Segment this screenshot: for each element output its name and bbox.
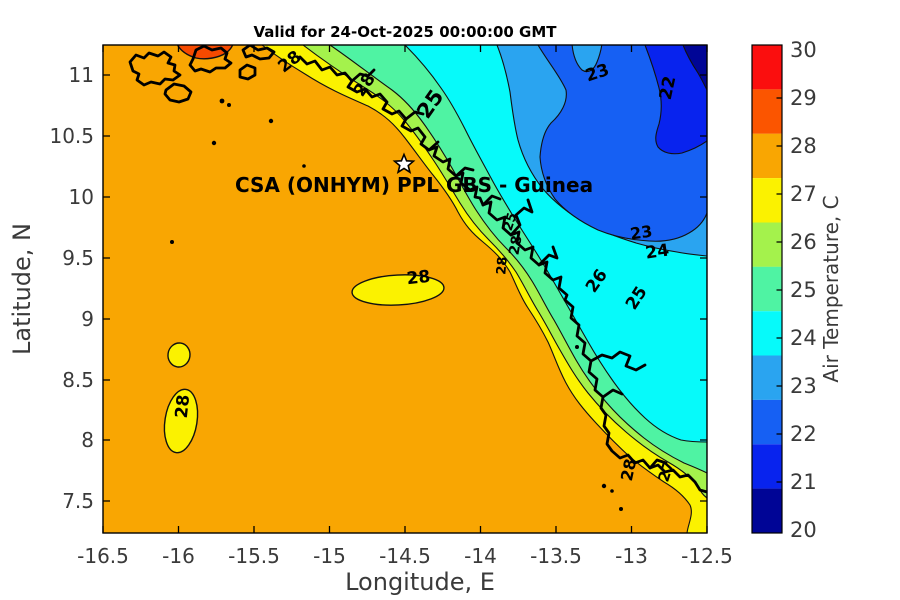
coastline-estuary xyxy=(509,198,534,237)
colorbar-band xyxy=(752,178,782,223)
colorbar-tick-label: 20 xyxy=(790,518,817,542)
region-22-23C-notch xyxy=(571,45,603,73)
contour-label: 23 xyxy=(629,222,654,244)
colorbar-band xyxy=(752,45,782,90)
colorbar-tick-labels: 30 29 28 27 26 25 24 23 22 21 20 xyxy=(790,38,817,542)
figure-title: Valid for 24-Oct-2025 00:00:00 GMT xyxy=(253,23,557,41)
colorbar-tick-marks xyxy=(776,97,782,483)
x-tick-label: -13 xyxy=(615,544,648,568)
colorbar-axis-label: Air Temperature, C xyxy=(819,195,843,382)
island xyxy=(241,45,276,61)
coastline-estuary xyxy=(589,350,647,372)
y-tick-label: 7.5 xyxy=(62,489,94,513)
colorbar-band xyxy=(752,488,782,533)
coastline-estuary xyxy=(537,245,559,267)
colorbar-tick-label: 30 xyxy=(790,38,817,62)
colorbar-band xyxy=(752,355,782,400)
y-tick-label: 9 xyxy=(81,307,94,331)
y-tick-label: 8 xyxy=(81,428,94,452)
x-tick-label: -13.5 xyxy=(530,544,582,568)
colorbar-tick-label: 25 xyxy=(790,278,817,302)
colorbar-tick-label: 22 xyxy=(790,422,817,446)
coastline-estuary xyxy=(481,194,502,207)
x-axis-label: Longitude, E xyxy=(345,568,495,596)
y-tick-label: 10.5 xyxy=(49,124,94,148)
coastline-estuary xyxy=(427,140,440,152)
x-tick-label: -15.5 xyxy=(228,544,280,568)
y-tick-label: 10 xyxy=(69,185,94,209)
colorbar-tick-label: 28 xyxy=(790,134,817,158)
warm-patch-28C-west-bean xyxy=(163,388,199,454)
colorbar-tick-label: 27 xyxy=(790,182,817,206)
y-tick-label: 8.5 xyxy=(62,368,94,392)
contour-label: 25 xyxy=(501,211,521,233)
colorbar-tick-label: 23 xyxy=(790,374,817,398)
coastline-estuary xyxy=(404,110,425,121)
x-tick-label: -15 xyxy=(313,544,346,568)
map-annotation: CSA (ONHYM) PPL GBS - Guinea xyxy=(235,173,593,197)
colorbar-tick-label: 21 xyxy=(790,470,817,494)
contour-label: 28 xyxy=(617,457,640,483)
island xyxy=(128,50,182,87)
contour-label: 28 xyxy=(506,234,525,256)
region-below-20C xyxy=(682,45,707,91)
contour-label: 27 xyxy=(654,459,678,484)
y-tick-label: 9.5 xyxy=(62,246,94,270)
colorbar-band xyxy=(752,399,782,445)
y-axis-label: Latitude, N xyxy=(8,223,36,355)
x-tick-label: -16 xyxy=(162,544,195,568)
colorbar-tick-label: 24 xyxy=(790,326,817,350)
location-star-marker xyxy=(392,152,416,174)
y-axis-tick-labels: 11 10.5 10 9.5 9 8.5 8 7.5 xyxy=(49,63,94,513)
colorbar-band xyxy=(752,222,782,267)
coastline-estuary xyxy=(454,166,475,178)
colorbar-tick-label: 26 xyxy=(790,230,817,254)
contour-label: 28 xyxy=(406,267,432,289)
colorbar: 30 29 28 27 26 25 24 23 22 21 20 Air Tem… xyxy=(751,38,843,542)
colorbar-border xyxy=(751,44,783,534)
coastline xyxy=(128,45,707,494)
contour-label: 28 xyxy=(494,256,511,275)
coastline-estuary xyxy=(601,388,624,399)
x-axis-tick-labels: -16.5 -16 -15.5 -15 -14.5 -14 -13.5 -13 … xyxy=(77,544,733,568)
axis-tick-marks xyxy=(102,45,708,533)
x-tick-label: -14.5 xyxy=(379,544,431,568)
x-tick-label: -12.5 xyxy=(681,544,733,568)
coastline-estuary xyxy=(350,68,376,83)
island xyxy=(238,63,257,81)
colorbar-band xyxy=(752,266,782,312)
contour-label: 22 xyxy=(656,74,680,101)
warm-patch-28C-west-small xyxy=(167,342,191,368)
contour-label: 28 xyxy=(172,394,194,420)
x-tick-label: -16.5 xyxy=(77,544,129,568)
coastline-main xyxy=(298,55,707,494)
map-plot-area: 28 28 25 23 22 23 24 26 25 28 28 25 28 2… xyxy=(103,45,707,533)
island xyxy=(188,45,233,74)
colorbar-tick-label: 29 xyxy=(790,86,817,110)
colorbar-band xyxy=(752,89,782,134)
x-tick-label: -14 xyxy=(464,544,497,568)
coastline-estuary xyxy=(648,458,668,470)
islet-specks xyxy=(170,98,623,511)
colorbar-band xyxy=(752,444,782,489)
warm-patch-28C-central xyxy=(351,274,445,306)
colorbar-band xyxy=(752,311,782,356)
colorbar-band xyxy=(752,133,782,179)
island xyxy=(163,82,193,104)
y-tick-label: 11 xyxy=(69,63,94,87)
contour-label: 24 xyxy=(644,240,670,263)
region-20-21C xyxy=(644,45,707,155)
